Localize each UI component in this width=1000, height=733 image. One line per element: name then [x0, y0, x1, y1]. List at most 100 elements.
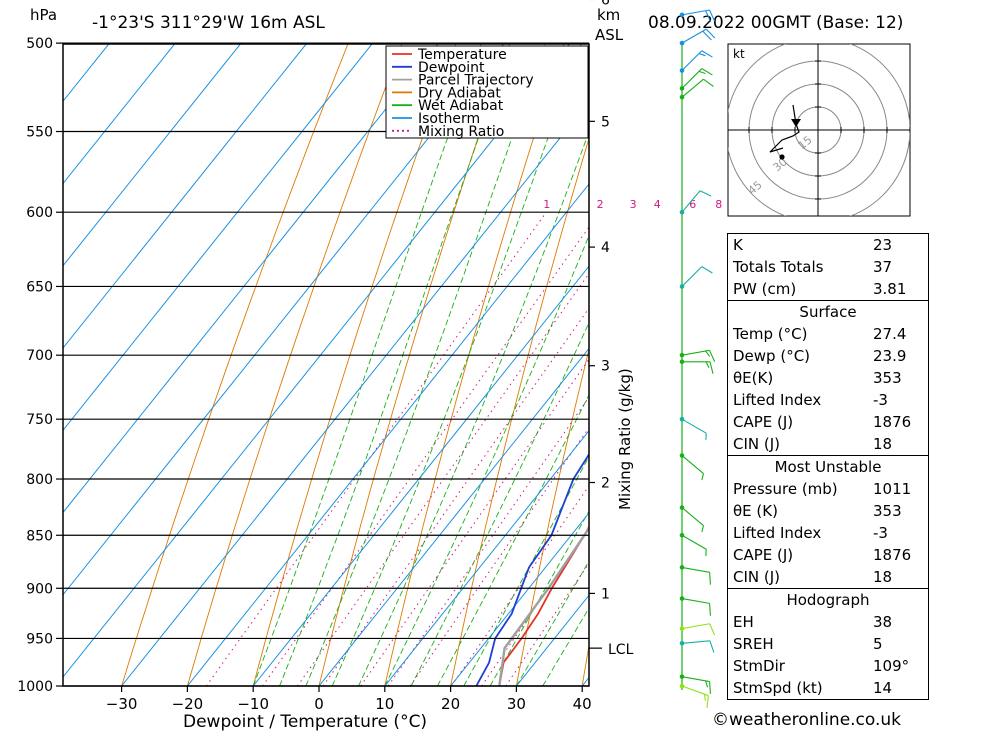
index-value: -3 — [873, 524, 888, 542]
index-value: 23.9 — [873, 347, 907, 365]
most-unstable-title: Most Unstable — [774, 458, 882, 476]
mixing-ratio-label: 2 — [597, 198, 604, 211]
footer-credit[interactable]: ©weatheronline.co.uk — [712, 710, 902, 730]
wind-barb — [679, 28, 716, 46]
series-parcel-trajectory — [498, 525, 589, 686]
dry-adiabat — [186, 44, 403, 686]
mixing-ratio-label: 4 — [654, 198, 661, 211]
index-key: CIN (J) — [733, 435, 781, 453]
x-tick-label: −20 — [172, 695, 204, 713]
index-value: 14 — [873, 679, 893, 697]
isotherm — [63, 44, 373, 432]
mixing-ratio-label: 1 — [543, 198, 550, 211]
mixing-ratio-line — [481, 527, 589, 686]
mixing-ratio-line — [450, 484, 589, 686]
wind-barb — [679, 68, 713, 91]
index-row: θE (K) 353 — [728, 500, 928, 522]
pressure-tick-label: 900 — [26, 581, 53, 597]
index-key: Lifted Index — [733, 524, 822, 542]
index-row: CAPE (J) 1876 — [728, 411, 928, 433]
index-value: 38 — [873, 613, 893, 631]
pressure-tick-label: 800 — [26, 472, 53, 488]
indices-top: K 23 Totals Totals 37 PW (cm) 3.81 — [728, 234, 928, 300]
wet-adiabat — [331, 44, 582, 686]
index-key: CAPE (J) — [733, 546, 794, 564]
x-tick-label: 20 — [441, 695, 460, 713]
legend-item: Parcel Trajectory — [418, 73, 534, 89]
index-row: Dewp (°C) 23.9 — [728, 345, 928, 367]
index-key: EH — [733, 613, 754, 631]
index-row: SREH 5 — [728, 633, 928, 655]
index-value: 37 — [873, 258, 893, 276]
wind-barb — [679, 349, 716, 362]
index-value: 353 — [873, 369, 902, 387]
index-row: CIN (J) 18 — [728, 566, 928, 588]
index-value: 109° — [873, 657, 910, 675]
isotherm — [252, 265, 589, 686]
index-value: 1876 — [873, 546, 912, 564]
x-tick-label: 0 — [314, 695, 324, 713]
hodograph-unit: kt — [733, 47, 745, 61]
index-value: 18 — [873, 435, 893, 453]
indices-table: K 23 Totals Totals 37 PW (cm) 3.81 Surface Te… — [727, 233, 929, 700]
index-key: θE(K) — [733, 369, 774, 387]
surface-section: Surface Temp (°C) 27.4 Dewp (°C) 23.9 θE(K) 3… — [728, 300, 928, 455]
index-row: Lifted Index -3 — [728, 389, 928, 411]
dry-adiabat — [515, 347, 589, 686]
plot-frame — [62, 43, 590, 687]
wind-barb — [679, 266, 713, 289]
index-value: 3.81 — [873, 280, 907, 298]
index-row: Lifted Index -3 — [728, 522, 928, 544]
index-key: Dewp (°C) — [733, 347, 811, 365]
index-row: θE(K) 353 — [728, 367, 928, 389]
km-tick-label: 5 — [601, 114, 610, 130]
pressure-tick-label: 550 — [26, 125, 53, 141]
wind-barb — [679, 416, 707, 440]
index-key: Lifted Index — [733, 391, 822, 409]
mixing-ratio-line — [205, 211, 547, 686]
index-row: PW (cm) 3.81 — [728, 278, 928, 300]
index-row: StmDir 109° — [728, 655, 928, 677]
legend-item: Wet Adiabat — [418, 98, 504, 114]
wind-barb — [679, 505, 704, 533]
hpa-label: hPa — [30, 6, 57, 24]
mixing-axis-label: Mixing Ratio (g/kg) — [616, 368, 634, 510]
index-key: θE (K) — [733, 502, 778, 520]
wind-barb — [679, 190, 712, 215]
mixing-ratio-label: 6 — [689, 198, 696, 211]
x-axis-label: Dewpoint / Temperature (°C) — [183, 712, 427, 732]
index-key: StmSpd (kt) — [733, 679, 823, 697]
isotherm — [318, 347, 589, 686]
hodograph-storm-motion — [779, 154, 785, 160]
index-row: StmSpd (kt) 14 — [728, 677, 928, 699]
x-tick-label: −10 — [237, 695, 269, 713]
isotherm — [63, 44, 176, 185]
pressure-tick-label: 750 — [26, 412, 53, 428]
km-tick-label: 6 — [601, 0, 610, 8]
mixing-ratio-label: 3 — [630, 198, 637, 211]
x-tick-label: 10 — [375, 695, 394, 713]
legend-item: Isotherm — [418, 111, 480, 127]
pressure-tick-label: 600 — [26, 205, 53, 221]
km-tick-label: 3 — [601, 359, 610, 375]
isotherm — [63, 44, 439, 514]
wind-barb — [679, 596, 711, 616]
wind-barb — [679, 50, 713, 73]
pressure-tick-label: 1000 — [17, 679, 53, 695]
wet-adiabat — [410, 321, 589, 686]
hodograph-section: Hodograph EH 38 SREH 5 StmDir 109° StmSpd (kt)… — [728, 588, 928, 699]
x-tick-label: 30 — [507, 695, 526, 713]
index-value: 5 — [873, 635, 883, 653]
index-value: 353 — [873, 502, 902, 520]
wind-barb — [679, 453, 704, 481]
surface-title: Surface — [799, 303, 857, 321]
legend-item: Dry Adiabat — [418, 85, 501, 101]
km-tick-label: 2 — [601, 476, 610, 492]
dry-adiabat — [252, 44, 457, 686]
most-unstable-section: Most Unstable Pressure (mb) 1011 θE (K) 353… — [728, 455, 928, 588]
location-title: -1°23'S 311°29'W 16m ASL — [92, 13, 325, 33]
index-value: 1876 — [873, 413, 912, 431]
index-value: 1011 — [873, 480, 912, 498]
hodograph-marker — [791, 119, 801, 127]
wet-adiabat — [516, 560, 589, 686]
